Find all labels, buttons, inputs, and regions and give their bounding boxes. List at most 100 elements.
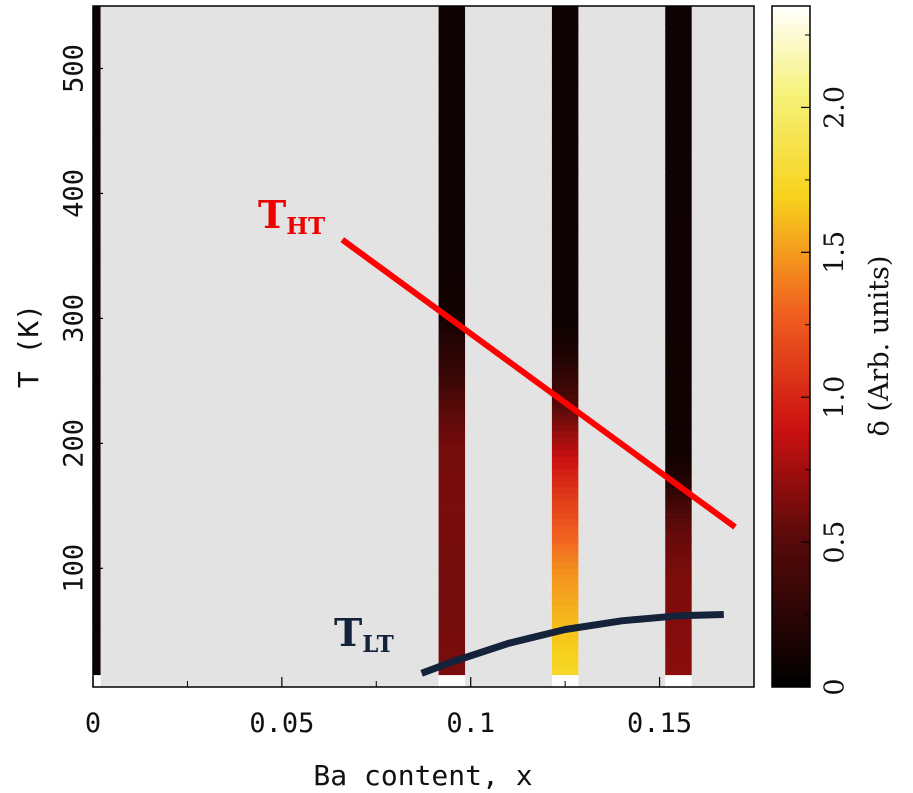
heatmap-cell xyxy=(665,443,692,451)
heatmap-cell xyxy=(438,474,466,482)
heatmap-cell xyxy=(93,649,101,657)
heatmap-cell xyxy=(665,62,692,70)
heatmap-cell xyxy=(93,199,101,207)
heatmap-cell xyxy=(551,549,579,557)
heatmap-cell xyxy=(551,99,579,107)
heatmap-cell xyxy=(551,618,579,626)
heatmap-cell xyxy=(93,568,101,576)
heatmap-column-gap xyxy=(665,674,692,687)
heatmap-cell xyxy=(665,549,692,557)
heatmap-cell xyxy=(93,237,101,245)
heatmap-cell xyxy=(93,480,101,488)
y-axis-title: T (K) xyxy=(12,304,45,388)
heatmap-cell xyxy=(438,262,466,270)
heatmap-cell xyxy=(438,87,466,95)
heatmap-cell xyxy=(551,430,579,438)
heatmap-cell xyxy=(665,637,692,644)
svg-text:TLT: TLT xyxy=(334,610,394,658)
heatmap-cell xyxy=(665,337,692,344)
heatmap-cell xyxy=(551,24,579,32)
heatmap-cell xyxy=(665,562,692,569)
heatmap-cell xyxy=(665,99,692,107)
heatmap-cell xyxy=(551,62,579,70)
heatmap-cell xyxy=(438,49,466,57)
heatmap-cell xyxy=(665,112,692,120)
heatmap-cell xyxy=(665,668,692,676)
heatmap-cell xyxy=(438,43,466,51)
heatmap-cell xyxy=(438,649,466,657)
heatmap-cell xyxy=(438,174,466,182)
heatmap-cell xyxy=(438,580,466,588)
heatmap-cell xyxy=(438,243,466,251)
heatmap-cell xyxy=(438,387,466,394)
heatmap-cell xyxy=(93,130,101,138)
heatmap-columns xyxy=(93,6,692,687)
heatmap-cell xyxy=(551,237,579,245)
heatmap-cell xyxy=(665,255,692,263)
heatmap-cell xyxy=(93,430,101,438)
heatmap-cell xyxy=(665,380,692,388)
heatmap-cell xyxy=(438,555,466,563)
heatmap-cell xyxy=(551,143,579,151)
heatmap-cell xyxy=(93,193,101,201)
heatmap-cell xyxy=(551,74,579,82)
heatmap-column-gap xyxy=(93,674,101,687)
heatmap-cell xyxy=(551,668,579,676)
heatmap-column-0 xyxy=(93,6,101,687)
heatmap-cell xyxy=(438,449,466,457)
series-lines xyxy=(340,237,737,677)
heatmap-cell xyxy=(551,537,579,544)
y-tick-label: 100 xyxy=(59,544,90,593)
heatmap-cell xyxy=(665,587,692,594)
heatmap-cell xyxy=(665,574,692,582)
plot-background xyxy=(93,6,754,687)
heatmap-column-1 xyxy=(438,6,466,687)
heatmap-cell xyxy=(665,374,692,382)
heatmap-cell xyxy=(93,437,101,444)
heatmap-cell xyxy=(93,6,101,13)
heatmap-cell xyxy=(665,424,692,432)
heatmap-cell xyxy=(438,487,466,494)
heatmap-cell xyxy=(438,224,466,232)
heatmap-cell xyxy=(438,18,466,26)
heatmap-cell xyxy=(551,437,579,444)
heatmap-cell xyxy=(665,524,692,532)
heatmap-cell xyxy=(93,55,101,63)
heatmap-cell xyxy=(551,443,579,451)
heatmap-cell xyxy=(551,630,579,638)
heatmap-cell xyxy=(665,518,692,526)
heatmap-cell xyxy=(665,593,692,601)
plot-frame xyxy=(92,5,755,688)
heatmap-cell xyxy=(438,505,466,513)
heatmap-cell xyxy=(665,74,692,82)
heatmap-cell xyxy=(438,24,466,32)
heatmap-cell xyxy=(665,643,692,651)
heatmap-cell xyxy=(551,343,579,351)
heatmap-cell xyxy=(551,30,579,38)
heatmap-cell xyxy=(665,630,692,638)
heatmap-cell xyxy=(93,118,101,126)
heatmap-cell xyxy=(438,430,466,438)
heatmap-cell xyxy=(551,87,579,95)
heatmap-cell xyxy=(438,12,466,20)
heatmap-cell xyxy=(93,530,101,538)
heatmap-cell xyxy=(665,487,692,494)
heatmap-cell xyxy=(665,6,692,13)
heatmap-cell xyxy=(93,137,101,145)
heatmap-cell xyxy=(438,405,466,413)
heatmap-cell xyxy=(93,287,101,294)
x-axis-title: Ba content, x xyxy=(313,759,532,792)
heatmap-cell xyxy=(551,6,579,13)
heatmap-cell xyxy=(438,418,466,426)
heatmap-cell xyxy=(93,343,101,351)
heatmap-cell xyxy=(93,418,101,426)
heatmap-cell xyxy=(551,530,579,538)
heatmap-cell xyxy=(551,612,579,619)
heatmap-cell xyxy=(665,162,692,170)
heatmap-cell xyxy=(438,399,466,407)
heatmap-cell xyxy=(665,168,692,176)
heatmap-cell xyxy=(551,330,579,338)
heatmap-cell xyxy=(665,324,692,332)
heatmap-cell xyxy=(438,137,466,145)
heatmap-cell xyxy=(551,387,579,394)
